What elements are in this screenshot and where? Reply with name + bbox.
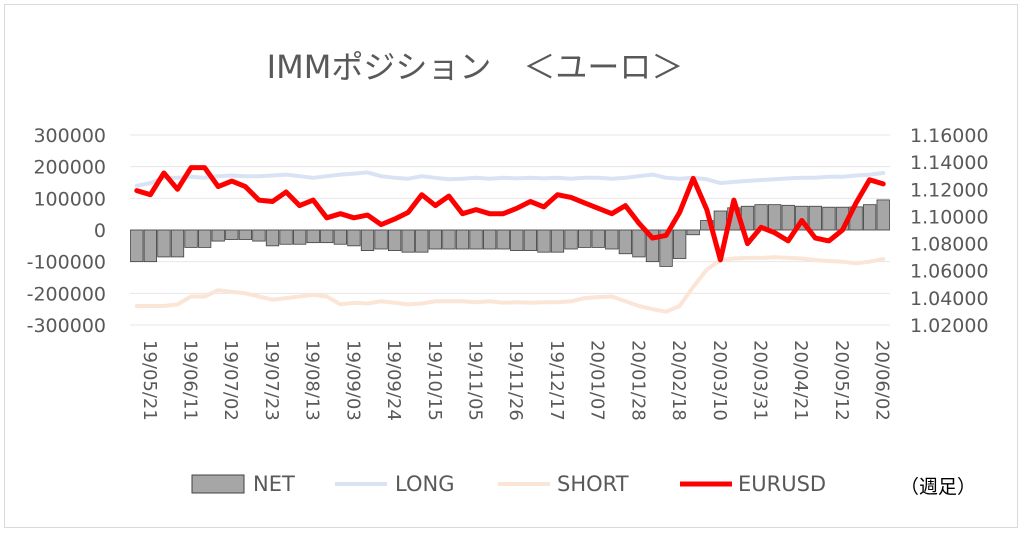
x-tick-label: 19/11/26 bbox=[505, 340, 526, 421]
net-bar bbox=[130, 229, 144, 263]
right-tick-label: 1.16000 bbox=[910, 125, 989, 147]
x-tick-label: 19/07/02 bbox=[220, 340, 241, 421]
net-bar bbox=[469, 229, 483, 250]
legend-label-short: SHORT bbox=[557, 472, 629, 496]
net-bar bbox=[550, 229, 565, 253]
net-bar bbox=[455, 229, 470, 250]
x-tick-label: 20/03/31 bbox=[750, 340, 771, 421]
net-bar bbox=[184, 229, 198, 248]
eurusd-line bbox=[134, 165, 886, 263]
left-tick-label: 0 bbox=[94, 220, 106, 242]
x-tick-label: 19/08/13 bbox=[302, 340, 323, 421]
left-tick-label: 200000 bbox=[33, 157, 106, 179]
x-axis-ticks: 19/05/21 19/06/11 19/07/02 19/07/23 19/08/13… bbox=[139, 340, 893, 421]
net-bar bbox=[320, 229, 334, 244]
net-bar bbox=[605, 229, 619, 250]
x-tick-label: 19/07/23 bbox=[261, 340, 282, 421]
net-bar bbox=[197, 229, 212, 248]
x-tick-label: 19/09/24 bbox=[383, 340, 404, 421]
net-bar bbox=[686, 229, 700, 236]
net-bar bbox=[537, 229, 551, 253]
net-bar bbox=[292, 229, 307, 245]
short-line bbox=[134, 255, 886, 314]
x-tick-label: 20/02/18 bbox=[668, 340, 689, 421]
net-bar bbox=[387, 229, 402, 251]
x-tick-label: 19/12/17 bbox=[546, 340, 567, 421]
x-tick-label: 20/05/12 bbox=[831, 340, 852, 421]
net-bar bbox=[822, 206, 836, 231]
net-bar bbox=[863, 204, 877, 231]
net-bar bbox=[360, 229, 375, 251]
net-bar bbox=[252, 229, 266, 242]
net-bar bbox=[876, 199, 890, 231]
net-bar bbox=[428, 229, 443, 250]
net-bar bbox=[401, 229, 415, 253]
net-bar bbox=[442, 229, 456, 250]
legend: NET LONG SHORT EURUSD bbox=[191, 472, 826, 496]
net-bar bbox=[523, 229, 537, 251]
right-tick-label: 1.06000 bbox=[910, 261, 989, 283]
right-tick-label: 1.14000 bbox=[910, 152, 989, 174]
left-tick-label: -300000 bbox=[27, 315, 106, 337]
right-tick-label: 1.02000 bbox=[910, 315, 989, 337]
net-bar bbox=[808, 205, 822, 231]
net-bar bbox=[265, 229, 280, 247]
right-tick-label: 1.10000 bbox=[910, 206, 989, 228]
x-tick-label: 20/01/28 bbox=[627, 340, 648, 421]
x-tick-label: 20/03/10 bbox=[709, 340, 730, 421]
net-bar bbox=[415, 229, 429, 253]
long-line bbox=[134, 170, 886, 188]
net-bar bbox=[143, 229, 158, 263]
x-tick-label: 19/10/15 bbox=[424, 340, 445, 421]
right-tick-label: 1.04000 bbox=[910, 288, 989, 310]
net-bar bbox=[482, 229, 497, 250]
net-bar bbox=[279, 229, 293, 245]
net-bar bbox=[768, 204, 782, 231]
chart-frame bbox=[4, 4, 1018, 528]
x-tick-label: 19/09/03 bbox=[342, 340, 363, 421]
net-bar bbox=[713, 210, 727, 231]
left-axis-ticks: 300000 200000 100000 0 -100000 -200000 -300000 bbox=[27, 125, 106, 337]
net-bar bbox=[578, 229, 592, 248]
net-bar bbox=[347, 229, 361, 247]
x-tick-label: 20/01/07 bbox=[587, 340, 608, 421]
net-bar bbox=[238, 229, 253, 240]
x-tick-label: 20/04/21 bbox=[790, 340, 811, 421]
right-tick-label: 1.12000 bbox=[910, 179, 989, 201]
net-bar bbox=[781, 204, 795, 231]
left-tick-label: 300000 bbox=[33, 125, 106, 147]
net-bar bbox=[333, 229, 348, 245]
period-note: （週足） bbox=[900, 476, 976, 498]
x-tick-label: 19/06/11 bbox=[180, 340, 201, 421]
net-bar bbox=[496, 229, 510, 250]
legend-swatch-net bbox=[191, 474, 245, 494]
net-bar bbox=[306, 229, 320, 244]
x-tick-label: 20/06/02 bbox=[872, 340, 893, 421]
series-lines bbox=[134, 165, 886, 314]
net-bar bbox=[659, 229, 673, 267]
x-tick-label: 19/05/21 bbox=[139, 340, 160, 421]
net-bar bbox=[510, 229, 524, 251]
net-bar bbox=[673, 229, 687, 259]
left-tick-label: -200000 bbox=[27, 283, 106, 305]
net-bar bbox=[591, 229, 605, 248]
net-bar bbox=[618, 229, 632, 255]
legend-label-net: NET bbox=[253, 472, 295, 496]
right-axis-ticks: 1.16000 1.14000 1.12000 1.10000 1.08000 1.060… bbox=[910, 125, 989, 337]
left-tick-label: -100000 bbox=[27, 252, 106, 274]
net-bar bbox=[632, 229, 646, 258]
left-tick-label: 100000 bbox=[33, 188, 106, 210]
net-bar bbox=[564, 229, 578, 250]
legend-label-eurusd: EURUSD bbox=[738, 472, 826, 496]
net-bar bbox=[225, 229, 239, 240]
x-tick-label: 19/11/05 bbox=[465, 340, 486, 421]
net-bar bbox=[170, 229, 185, 258]
right-tick-label: 1.08000 bbox=[910, 234, 989, 256]
chart-title: IMMポジション ＜ユーロ＞ bbox=[267, 48, 684, 86]
net-bar bbox=[157, 229, 171, 258]
legend-label-long: LONG bbox=[395, 472, 454, 496]
net-bar bbox=[374, 229, 388, 250]
net-bar bbox=[211, 229, 225, 242]
